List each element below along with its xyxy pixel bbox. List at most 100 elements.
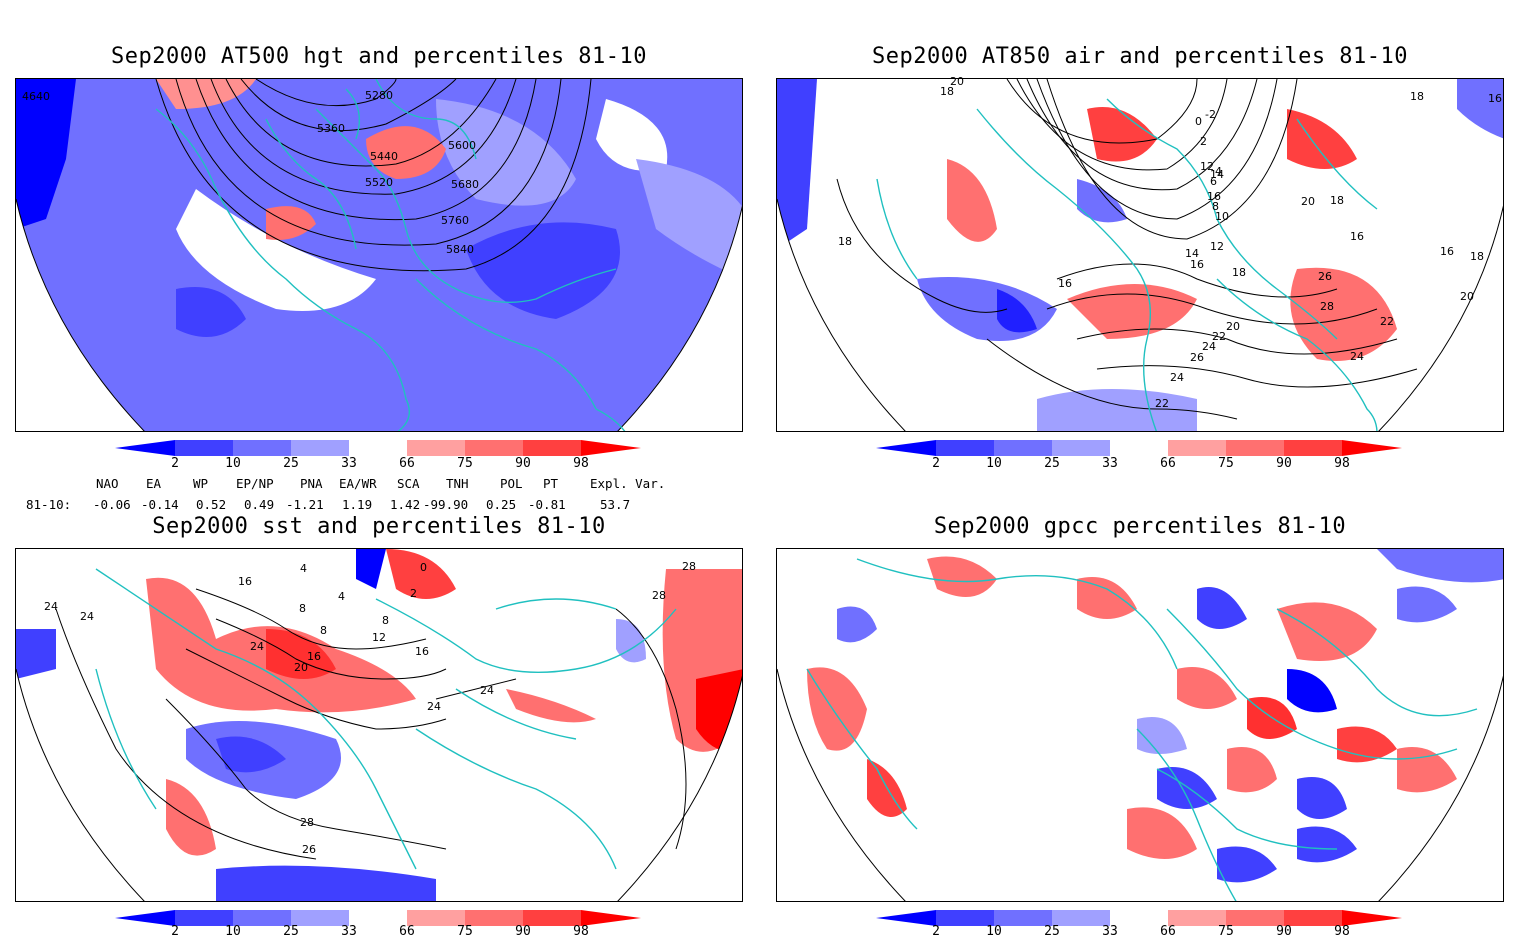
colorbar-tick: 75	[1218, 924, 1234, 939]
colorbar-1-svg	[115, 440, 641, 456]
map-gpcc-svg	[777, 549, 1503, 901]
positive-anomaly	[166, 779, 216, 856]
hgt500-contours	[155, 79, 592, 272]
positive-anomaly	[1287, 109, 1357, 169]
colorbar-tick: 33	[1102, 456, 1118, 471]
colorbar-tick: 90	[515, 924, 531, 939]
tele-header: WP	[193, 476, 209, 491]
colorbar-tick: 66	[399, 924, 415, 939]
map-sst-fill	[16, 549, 742, 901]
tele-value: -1.21	[286, 497, 324, 512]
negative-anomaly	[356, 549, 386, 589]
negative-anomaly	[216, 865, 436, 901]
colorbar-tick: 25	[1044, 924, 1060, 939]
colorbar-tick: 25	[283, 924, 299, 939]
gpcc-anomaly-patches	[807, 549, 1503, 883]
colorbar-tick: 75	[1218, 456, 1234, 471]
colorbar-tick: 2	[171, 456, 179, 471]
positive-anomaly	[506, 689, 596, 723]
colorbar-tick: 90	[1276, 456, 1292, 471]
air850-contours	[836, 79, 1418, 420]
colorbar-tick: 66	[1160, 924, 1176, 939]
colorbar-tick: 2	[932, 456, 940, 471]
positive-anomaly	[266, 629, 336, 679]
tele-row-label: 81-10:	[26, 497, 72, 512]
tele-value: -0.06	[93, 497, 131, 512]
positive-anomaly	[386, 549, 456, 599]
tele-value: 1.19	[342, 497, 373, 512]
map-hgt500-svg	[16, 79, 742, 431]
panel-title-1: Sep2000 AT500 hgt and percentiles 81-10	[110, 44, 648, 69]
colorbar-3-svg	[115, 910, 641, 926]
colorbar-tick: 98	[573, 456, 589, 471]
positive-anomaly	[366, 126, 446, 179]
tele-header: EP/NP	[236, 476, 274, 491]
light-blue-region	[436, 99, 576, 206]
colorbar-1: 2 10 25 33 66 75 90 98	[115, 440, 655, 476]
negative-anomaly	[997, 289, 1037, 333]
colorbar-tick: 33	[341, 456, 357, 471]
panel-title-4: Sep2000 gpcc percentiles 81-10	[933, 514, 1347, 539]
tele-header: POL	[500, 476, 523, 491]
colorbar-tick: 66	[399, 456, 415, 471]
tele-header: NAO	[96, 476, 119, 491]
tele-value: -0.14	[141, 497, 179, 512]
colorbar-tick: 33	[341, 924, 357, 939]
colorbar-4-svg	[876, 910, 1402, 926]
tele-value: 0.52	[196, 497, 227, 512]
panel-title-2: Sep2000 AT850 air and percentiles 81-10	[871, 44, 1409, 69]
colorbar-tick: 90	[515, 456, 531, 471]
deep-anomaly	[16, 79, 76, 229]
map-sst-edge	[16, 668, 742, 901]
colorbar-tick: 98	[573, 924, 589, 939]
positive-anomaly	[947, 159, 997, 242]
colorbar-2-svg	[876, 440, 1402, 456]
panel-title-3: Sep2000 sst and percentiles 81-10	[152, 514, 606, 539]
tele-header: PNA	[300, 476, 323, 491]
colorbar-tick: 2	[171, 924, 179, 939]
colorbar-3: 2 10 25 33 66 75 90 98	[115, 910, 655, 946]
tele-header: EA/WR	[339, 476, 377, 491]
map-air850-svg	[777, 79, 1503, 431]
colorbar-tick: 10	[986, 924, 1002, 939]
tele-value: 0.49	[244, 497, 275, 512]
tele-header: TNH	[446, 476, 469, 491]
positive-anomaly	[1290, 267, 1397, 361]
neutral-region	[176, 189, 376, 311]
light-blue-region	[616, 619, 646, 663]
negative-anomaly	[216, 736, 286, 773]
colorbar-tick: 66	[1160, 456, 1176, 471]
tele-header: EA	[146, 476, 162, 491]
colorbar-tick: 75	[457, 456, 473, 471]
colorbar-tick: 25	[283, 456, 299, 471]
gpcc-coastlines	[806, 558, 1478, 901]
tele-header: Expl. Var.	[590, 476, 666, 491]
colorbar-2: 2 10 25 33 66 75 90 98	[876, 440, 1416, 476]
positive-anomaly	[1087, 107, 1157, 162]
negative-anomaly	[176, 287, 246, 337]
colorbar-tick: 10	[225, 456, 241, 471]
positive-anomaly	[266, 206, 316, 240]
tele-header: PT	[543, 476, 559, 491]
hgt500-coastlines	[155, 79, 626, 431]
map-air850-edge	[777, 198, 1503, 431]
neutral-region	[596, 99, 668, 171]
light-blue-region	[636, 159, 742, 279]
colorbar-tick: 25	[1044, 456, 1060, 471]
colorbar-tick: 10	[986, 456, 1002, 471]
colorbar-4: 2 10 25 33 66 75 90 98	[876, 910, 1416, 946]
tele-value: 0.25	[486, 497, 517, 512]
tele-header: SCA	[397, 476, 420, 491]
map-panel-air850	[776, 78, 1504, 432]
tele-value: -99.90	[423, 497, 469, 512]
map-gpcc-edge	[777, 668, 1503, 901]
sst-coastlines	[95, 568, 677, 870]
negative-anomaly	[1457, 79, 1503, 139]
air850-coastlines	[876, 98, 1378, 431]
map-sst-svg	[16, 549, 742, 901]
map-panel-hgt500	[15, 78, 743, 432]
negative-anomaly	[466, 222, 620, 319]
colorbar-tick: 98	[1334, 924, 1350, 939]
map-panel-sst	[15, 548, 743, 902]
colorbar-tick: 33	[1102, 924, 1118, 939]
